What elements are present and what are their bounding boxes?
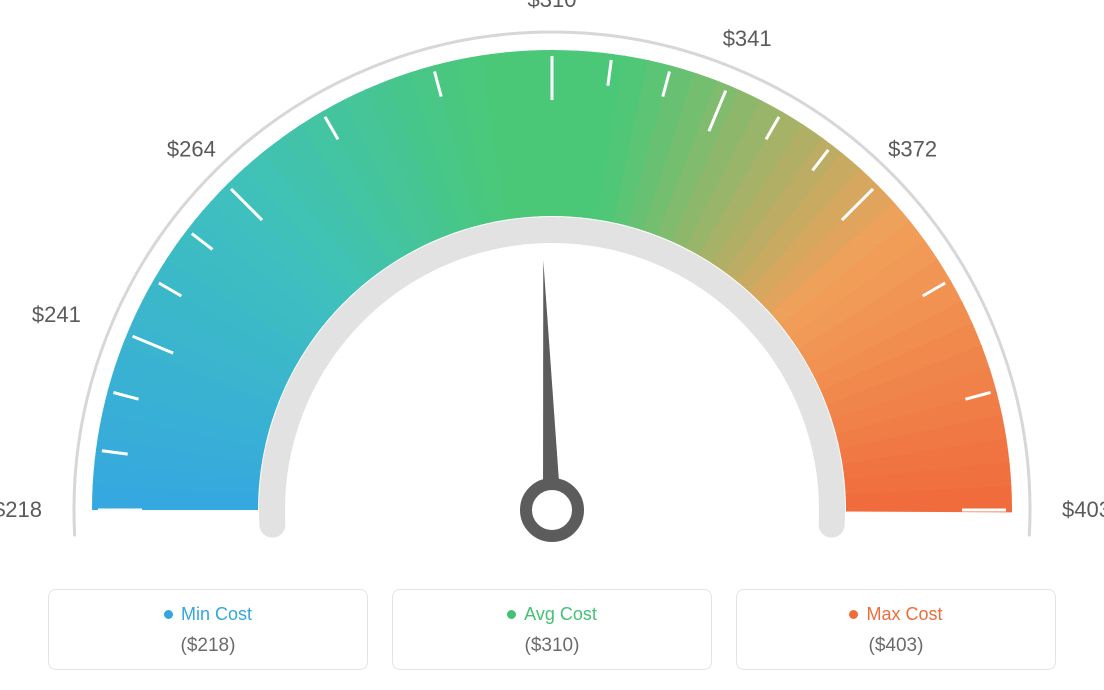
- legend-avg-value: ($310): [403, 635, 701, 657]
- legend-avg-label-row: Avg Cost: [403, 604, 701, 625]
- svg-text:$372: $372: [888, 136, 937, 161]
- legend-min-card: Min Cost ($218): [48, 589, 368, 670]
- legend-min-label-row: Min Cost: [59, 604, 357, 625]
- legend-max-dot: [849, 610, 858, 619]
- legend-avg-dot: [507, 610, 516, 619]
- svg-text:$241: $241: [32, 302, 81, 327]
- legend-max-label-row: Max Cost: [747, 604, 1045, 625]
- legend-max-card: Max Cost ($403): [736, 589, 1056, 670]
- chart-container: $218 $241 $264 $310 $341 $372 $403 Min Cost ($…: [0, 0, 1104, 690]
- legend-min-label: Min Cost: [181, 604, 252, 625]
- legend-min-dot: [164, 610, 173, 619]
- gauge-chart: $218 $241 $264 $310 $341 $372 $403: [0, 0, 1104, 560]
- legend-row: Min Cost ($218) Avg Cost ($310) Max Cost…: [0, 589, 1104, 670]
- svg-text:$264: $264: [167, 136, 216, 161]
- legend-min-value: ($218): [59, 635, 357, 657]
- legend-avg-card: Avg Cost ($310): [392, 589, 712, 670]
- svg-text:$218: $218: [0, 497, 42, 522]
- svg-text:$310: $310: [528, 0, 577, 12]
- svg-text:$341: $341: [723, 26, 772, 51]
- legend-avg-label: Avg Cost: [524, 604, 597, 625]
- svg-text:$403: $403: [1062, 497, 1104, 522]
- legend-max-label: Max Cost: [866, 604, 942, 625]
- legend-max-value: ($403): [747, 635, 1045, 657]
